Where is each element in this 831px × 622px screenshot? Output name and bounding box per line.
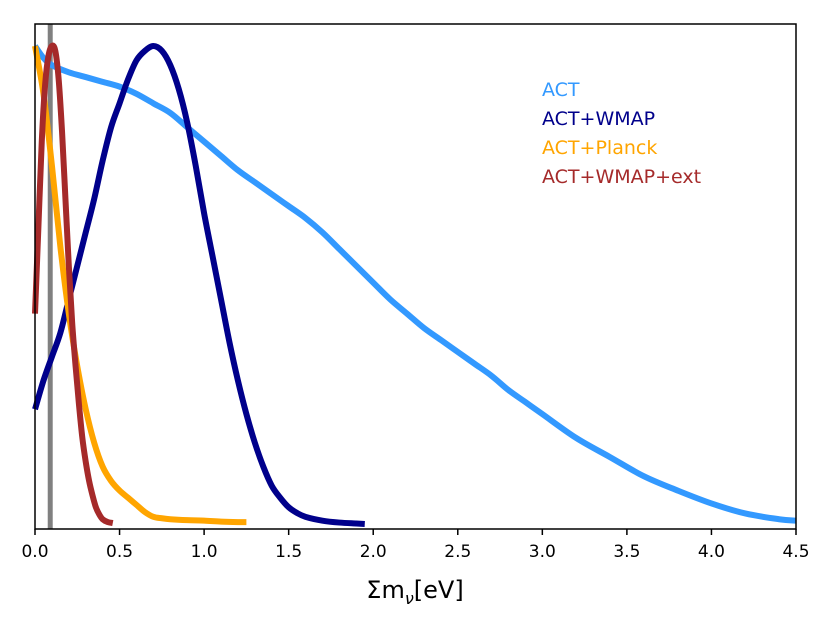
x-tick-label: 0.5: [106, 542, 133, 562]
x-axis-label-unit: [eV]: [414, 576, 464, 604]
x-axis: 0.0 0.5 1.0 1.5 2.0 2.5 3.0 3.5 4.0 4.5: [21, 529, 810, 562]
x-tick-label: 1.5: [275, 542, 302, 562]
legend-entry-act-wmap-ext: ACT+WMAP+ext: [542, 166, 701, 188]
series-line-act-wmap: [32, 43, 365, 527]
x-tick-label: 1.0: [191, 542, 218, 562]
x-tick-label: 4.0: [698, 542, 725, 562]
x-tick-label: 2.5: [444, 542, 471, 562]
axes-frame: [34, 23, 797, 530]
x-tick-label: 4.5: [782, 542, 809, 562]
legend-entry-act-planck: ACT+Planck: [542, 137, 657, 159]
series-line-act-wmap-ext: [32, 42, 114, 527]
x-tick-label: 3.0: [529, 542, 556, 562]
legend-entry-act-wmap: ACT+WMAP: [542, 108, 655, 130]
series-line-act: [32, 44, 797, 524]
x-tick-label: 0.0: [21, 542, 48, 562]
plot-area: [32, 24, 797, 529]
x-axis-label: Σmν[eV]: [366, 576, 463, 608]
x-axis-label-subscript: ν: [405, 589, 414, 608]
legend-entry-act: ACT: [542, 79, 580, 101]
x-tick-label: 2.0: [360, 542, 387, 562]
legend: ACT ACT+WMAP ACT+Planck ACT+WMAP+ext: [542, 79, 701, 188]
series-line-act-planck: [32, 45, 247, 526]
x-tick-label: 3.5: [613, 542, 640, 562]
